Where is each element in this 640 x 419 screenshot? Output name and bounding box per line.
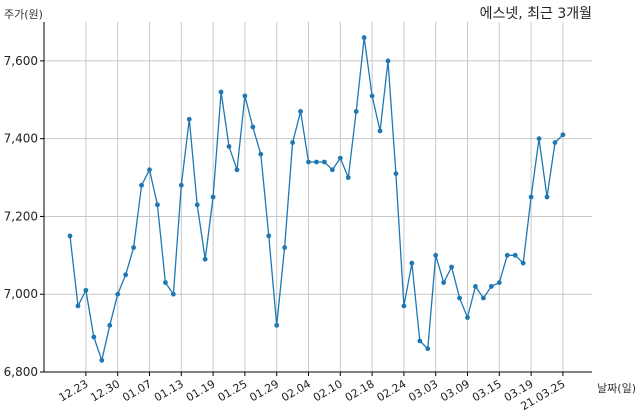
- data-point: [83, 287, 89, 293]
- data-point: [282, 245, 288, 250]
- data-point: [353, 109, 359, 114]
- x-tick-label: 01.13: [152, 377, 186, 404]
- data-point: [75, 303, 81, 309]
- data-point: [441, 280, 447, 285]
- data-point: [163, 280, 168, 285]
- y-tick-label: 6,800: [4, 365, 38, 379]
- data-point: [401, 303, 407, 309]
- x-tick-label: 02.18: [343, 377, 377, 404]
- data-point: [473, 284, 478, 289]
- data-point: [481, 295, 486, 301]
- x-tick-label: 12.30: [88, 377, 122, 404]
- x-tick-label: 03.03: [406, 377, 440, 404]
- data-point: [536, 136, 542, 142]
- price-series-line: [69, 37, 564, 363]
- grid-lines: [44, 22, 592, 373]
- x-tick-label: 01.07: [120, 377, 154, 404]
- y-tick-labels: 6,800 7,000 7,200 7,400 7,600: [4, 54, 44, 379]
- x-tick-label: 01.19: [184, 377, 218, 404]
- data-point: [131, 245, 137, 250]
- data-point: [457, 295, 462, 301]
- x-tick-label: 02.24: [375, 377, 409, 404]
- data-point: [504, 252, 510, 258]
- data-point: [147, 167, 152, 173]
- data-point: [528, 194, 534, 200]
- data-point: [226, 144, 232, 149]
- data-point: [91, 334, 97, 340]
- data-point: [488, 284, 494, 289]
- data-point: [329, 167, 335, 173]
- data-point: [337, 155, 343, 161]
- x-tick-labels: 12.2312.3001.0701.1301.1901.2501.2902.04…: [57, 372, 567, 413]
- data-point: [194, 202, 200, 208]
- data-point: [170, 291, 176, 297]
- x-tick-label: 03.15: [470, 377, 504, 404]
- y-axis-title: 주가(원): [4, 8, 43, 21]
- x-tick-label: 12.23: [57, 377, 91, 404]
- data-point: [314, 159, 319, 165]
- data-point: [520, 260, 526, 266]
- data-point: [417, 338, 423, 344]
- data-point: [496, 280, 502, 285]
- data-point: [218, 89, 224, 95]
- data-point: [544, 194, 550, 200]
- y-tick-label: 7,000: [4, 287, 38, 301]
- data-point: [449, 264, 454, 270]
- data-point: [274, 322, 280, 328]
- data-point: [409, 260, 415, 266]
- data-point: [266, 233, 272, 239]
- data-point: [155, 202, 160, 208]
- y-tick-label: 7,600: [4, 54, 38, 68]
- data-point: [258, 151, 264, 157]
- data-point: [107, 322, 113, 328]
- data-point: [67, 233, 73, 239]
- y-tick-label: 7,200: [4, 209, 38, 223]
- data-point: [250, 124, 256, 130]
- price-series-points: [67, 35, 566, 363]
- data-point: [393, 171, 399, 177]
- data-point: [178, 182, 184, 188]
- data-point: [123, 272, 129, 278]
- data-point: [298, 109, 303, 114]
- y-tick-label: 7,400: [4, 132, 38, 146]
- data-point: [139, 182, 144, 188]
- data-point: [425, 346, 431, 352]
- data-point: [306, 159, 311, 165]
- data-point: [322, 159, 327, 165]
- x-tick-label: 02.10: [311, 377, 345, 404]
- data-point: [186, 116, 192, 122]
- data-point: [512, 252, 518, 258]
- data-point: [552, 140, 558, 145]
- x-tick-label: 01.29: [247, 377, 281, 404]
- data-point: [385, 58, 391, 64]
- data-point: [242, 93, 248, 99]
- chart-title: 에스넷, 최근 3개월: [480, 6, 592, 22]
- data-point: [377, 128, 383, 134]
- data-point: [202, 256, 208, 262]
- data-point: [234, 167, 240, 173]
- x-tick-label: 02.04: [279, 377, 313, 404]
- x-tick-label: 01.25: [216, 377, 250, 404]
- data-point: [99, 357, 105, 363]
- data-point: [361, 35, 367, 40]
- data-point: [560, 132, 566, 138]
- data-point: [210, 194, 216, 200]
- x-axis-title: 날짜(일): [597, 381, 636, 395]
- data-point: [465, 315, 470, 320]
- data-point: [290, 140, 295, 145]
- data-point: [345, 175, 351, 180]
- data-point: [115, 291, 121, 297]
- data-point: [369, 93, 375, 99]
- data-point: [433, 252, 439, 258]
- x-tick-label: 03.09: [438, 377, 472, 404]
